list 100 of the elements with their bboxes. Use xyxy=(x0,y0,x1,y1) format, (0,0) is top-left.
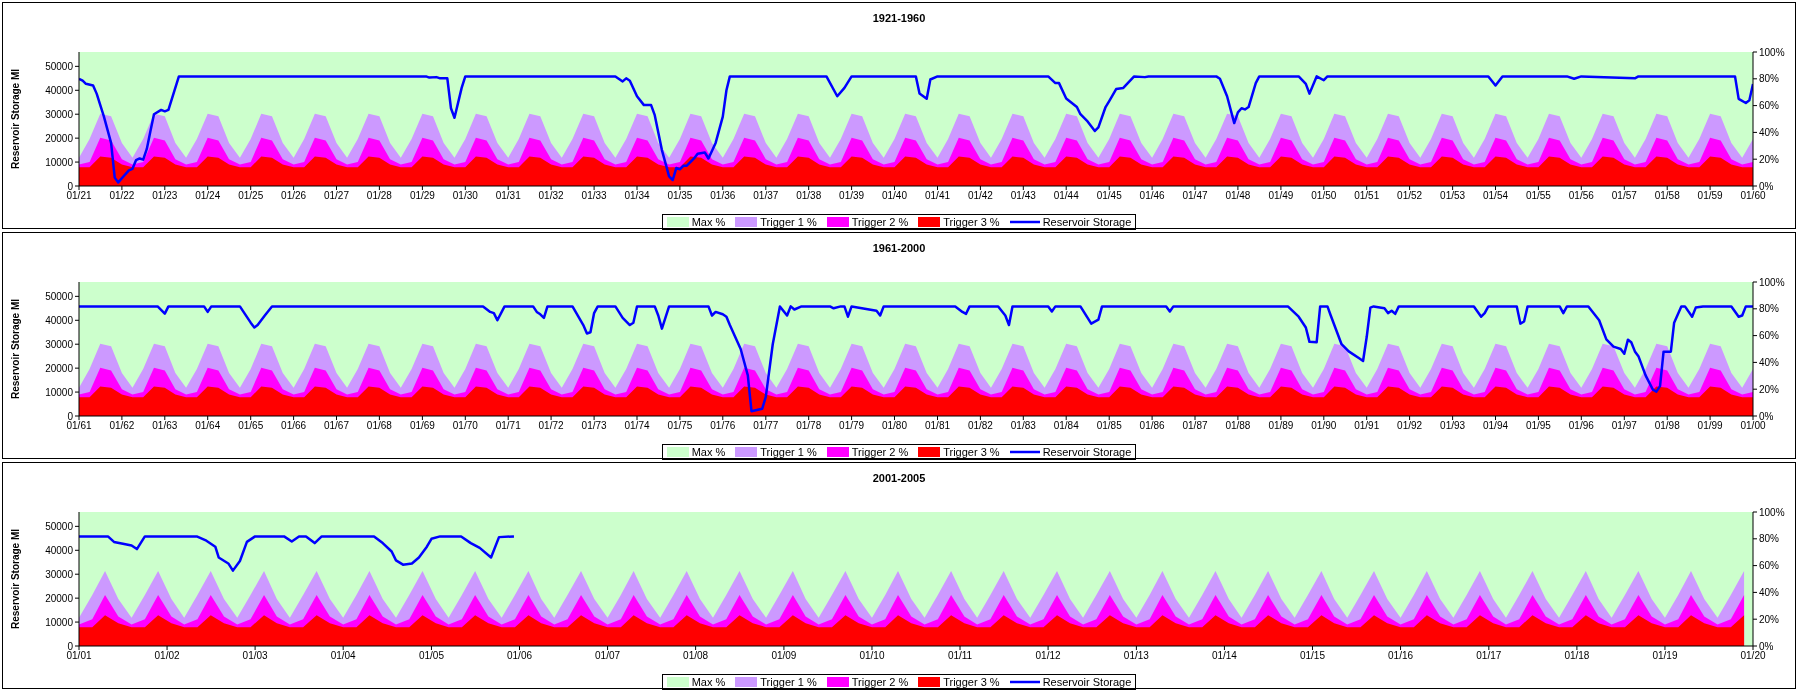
chart-title: 1921-1960 xyxy=(871,11,927,26)
legend-label: Trigger 1 % xyxy=(759,216,817,228)
legend-label: Trigger 1 % xyxy=(759,676,817,688)
x-tick-label: 01/79 xyxy=(839,420,865,432)
legend-label: Max % xyxy=(690,676,726,688)
x-tick-label: 01/86 xyxy=(1139,420,1166,432)
x-tick-label: 01/53 xyxy=(1440,190,1466,202)
x-tick-label: 01/32 xyxy=(538,190,565,202)
x-tick-label: 01/28 xyxy=(366,190,393,202)
y-tick-label: 50000 xyxy=(45,290,74,302)
legend-label: Trigger 2 % xyxy=(850,446,909,458)
y2-tick-label: 20% xyxy=(1759,383,1780,395)
legend-label: Reservoir Storage xyxy=(1041,216,1132,228)
x-tick-label: 01/23 xyxy=(152,190,178,202)
y2-tick-label: 20% xyxy=(1759,153,1780,165)
x-tick-label: 01/65 xyxy=(238,420,264,432)
x-tick-label: 01/15 xyxy=(1299,650,1326,662)
y-tick-label: 20000 xyxy=(45,132,74,144)
x-tick-label: 01/04 xyxy=(330,650,357,662)
legend-label: Trigger 1 % xyxy=(759,446,817,458)
legend-label: Max % xyxy=(690,446,726,458)
y2-tick-label: 80% xyxy=(1759,73,1780,85)
y-tick-label: 10000 xyxy=(45,616,74,628)
y-tick-label: 50000 xyxy=(45,60,74,72)
x-tick-label: 01/37 xyxy=(753,190,779,202)
x-tick-label: 01/67 xyxy=(323,420,350,432)
x-tick-label: 01/05 xyxy=(418,650,445,662)
x-tick-label: 01/42 xyxy=(967,190,994,202)
x-tick-label: 01/26 xyxy=(281,190,307,202)
x-tick-label: 01/62 xyxy=(109,420,135,432)
x-tick-label: 01/80 xyxy=(881,420,908,432)
x-tick-label: 01/20 xyxy=(1740,650,1766,662)
x-tick-label: 01/12 xyxy=(1035,650,1062,662)
x-tick-label: 01/95 xyxy=(1525,420,1552,432)
x-tick-label: 01/78 xyxy=(796,420,822,432)
legend-label: Trigger 3 % xyxy=(942,676,1000,688)
x-tick-label: 01/30 xyxy=(452,190,479,202)
chart-title: 1961-2000 xyxy=(871,241,927,256)
x-tick-label: 01/31 xyxy=(495,190,522,202)
x-tick-label: 01/58 xyxy=(1654,190,1681,202)
x-tick-label: 01/68 xyxy=(366,420,393,432)
y2-tick-label: 0% xyxy=(1759,410,1774,422)
x-tick-label: 01/83 xyxy=(1010,420,1037,432)
x-tick-label: 01/03 xyxy=(242,650,269,662)
legend-label: Reservoir Storage xyxy=(1041,446,1132,458)
legend-label: Trigger 3 % xyxy=(942,216,1000,228)
x-tick-label: 01/40 xyxy=(881,190,908,202)
x-tick-label: 01/63 xyxy=(152,420,178,432)
legend-label: Trigger 2 % xyxy=(850,676,909,688)
x-tick-label: 01/11 xyxy=(947,650,973,662)
x-tick-label: 01/98 xyxy=(1654,420,1681,432)
y-tick-label: 30000 xyxy=(45,108,74,120)
y2-tick-label: 20% xyxy=(1759,613,1780,625)
x-tick-label: 01/01 xyxy=(66,650,92,662)
x-tick-label: 01/25 xyxy=(238,190,264,202)
x-tick-label: 01/13 xyxy=(1123,650,1150,662)
x-tick-label: 01/93 xyxy=(1440,420,1466,432)
legend-label: Trigger 2 % xyxy=(850,216,909,228)
x-tick-label: 01/48 xyxy=(1225,190,1251,202)
legend-label: Max % xyxy=(690,216,726,228)
y-tick-label: 40000 xyxy=(45,544,74,556)
y-tick-label: 30000 xyxy=(45,338,74,350)
x-tick-label: 01/39 xyxy=(839,190,865,202)
x-tick-label: 01/14 xyxy=(1211,650,1238,662)
y2-tick-label: 80% xyxy=(1759,303,1780,315)
x-tick-label: 01/77 xyxy=(753,420,779,432)
x-tick-label: 01/54 xyxy=(1482,190,1509,202)
y2-tick-label: 40% xyxy=(1759,356,1780,368)
y-tick-label: 20000 xyxy=(45,592,74,604)
x-tick-label: 01/96 xyxy=(1568,420,1595,432)
y-tick-label: 30000 xyxy=(45,568,74,580)
x-tick-label: 01/16 xyxy=(1388,650,1414,662)
x-tick-label: 01/07 xyxy=(595,650,621,662)
x-tick-label: 01/43 xyxy=(1010,190,1037,202)
x-tick-label: 01/02 xyxy=(154,650,180,662)
y2-tick-label: 0% xyxy=(1759,180,1774,192)
x-tick-label: 01/69 xyxy=(409,420,436,432)
x-tick-label: 01/72 xyxy=(538,420,565,432)
x-tick-label: 01/82 xyxy=(967,420,994,432)
legend-label: Trigger 3 % xyxy=(942,446,1000,458)
y2-tick-label: 60% xyxy=(1759,100,1780,112)
x-tick-label: 01/21 xyxy=(66,190,92,202)
y2-tick-label: 40% xyxy=(1759,126,1780,138)
y-tick-label: 50000 xyxy=(45,520,74,532)
x-tick-label: 01/71 xyxy=(495,420,522,432)
x-tick-label: 01/34 xyxy=(624,190,650,202)
x-tick-label: 01/64 xyxy=(195,420,221,432)
x-tick-label: 01/75 xyxy=(667,420,693,432)
x-tick-label: 01/49 xyxy=(1268,190,1294,202)
y2-tick-label: 0% xyxy=(1759,640,1774,652)
x-tick-label: 01/59 xyxy=(1697,190,1724,202)
x-tick-label: 01/56 xyxy=(1568,190,1595,202)
x-tick-label: 01/50 xyxy=(1311,190,1337,202)
x-tick-label: 01/90 xyxy=(1311,420,1337,432)
x-tick-label: 01/36 xyxy=(710,190,736,202)
x-tick-label: 01/84 xyxy=(1053,420,1080,432)
y-axis-title: Reservoir Storage Ml xyxy=(9,68,21,170)
x-tick-label: 01/70 xyxy=(452,420,479,432)
y-tick-label: 40000 xyxy=(45,314,74,326)
y-tick-label: 10000 xyxy=(45,386,74,398)
